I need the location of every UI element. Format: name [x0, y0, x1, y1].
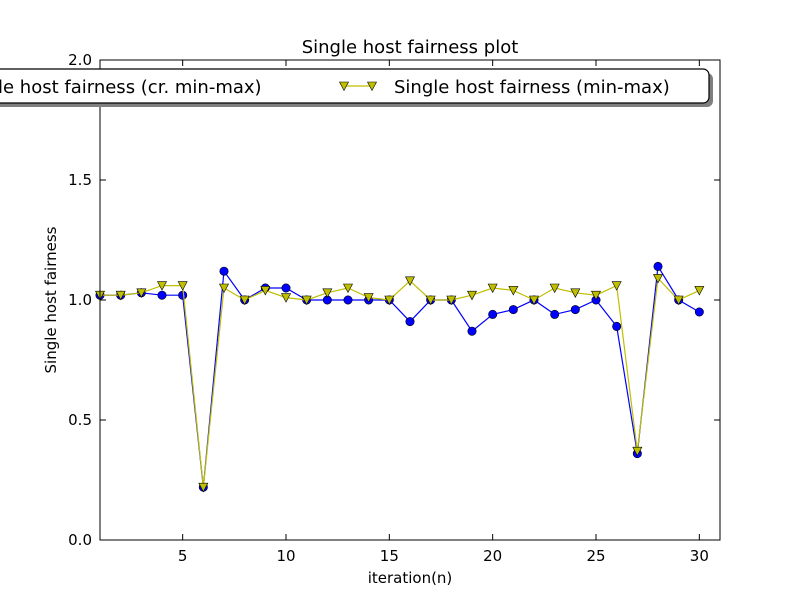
series-2-point: [694, 286, 705, 296]
series-1-point: [157, 290, 167, 300]
series-2-point: [260, 286, 271, 296]
y-tick-label: 1.0: [68, 291, 92, 309]
legend-label-1: le host fairness (cr. min-max): [0, 77, 262, 98]
series-1-point: [343, 295, 353, 305]
series-2-point: [673, 295, 684, 306]
series-2-point: [425, 295, 436, 306]
series-2-point: [467, 290, 477, 301]
series-2-point: [570, 288, 581, 298]
series-2-point: [549, 283, 560, 294]
x-tick-label: 20: [483, 547, 502, 565]
x-tick-label: 10: [276, 547, 295, 565]
series-2-point: [363, 293, 374, 303]
series-2-point: [177, 281, 188, 291]
series-2-point: [219, 283, 229, 294]
x-tick-label: 30: [690, 547, 709, 565]
series-1-point: [694, 307, 704, 317]
series-2-point: [591, 290, 601, 301]
series-2-point: [384, 295, 395, 306]
plot-area: 5 10 15 20 25 30 0.0 0.5 1.0 1.5 2.0: [68, 51, 721, 565]
series-1-point: [467, 326, 477, 336]
series-1-point: [219, 266, 229, 276]
series-line-2: [100, 277, 700, 488]
legend: le host fairness (cr. min-max) Single hos…: [0, 68, 713, 107]
series-1-point: [508, 305, 518, 315]
legend-marker-2: [339, 81, 349, 92]
series-1-point: [281, 283, 291, 293]
series-2-point: [446, 295, 457, 306]
x-axis-label: iteration(n): [368, 569, 453, 587]
series-2-point: [611, 281, 622, 291]
series-2-point: [157, 281, 167, 291]
legend-marker-2: [367, 81, 377, 92]
series-1-point: [653, 261, 663, 271]
x-tick-label: 5: [178, 547, 188, 565]
series-2-point: [301, 295, 312, 306]
series-2-point: [343, 283, 353, 294]
series-2-point: [136, 288, 147, 298]
x-tick-label: 25: [586, 547, 605, 565]
series-2-point: [281, 293, 291, 303]
series-2-point: [487, 283, 498, 294]
y-tick-label: 2.0: [68, 51, 92, 69]
y-axis-label: Single host fairness: [42, 226, 60, 373]
series-1-point: [550, 309, 560, 319]
series-2-point: [239, 295, 250, 306]
series-2-point: [405, 276, 415, 286]
series-1-point: [488, 309, 498, 319]
series-2-point: [632, 446, 643, 457]
legend-label-2: Single host fairness (min-max): [394, 77, 670, 98]
y-tick-label: 1.5: [68, 171, 92, 189]
series-2-point: [529, 295, 539, 306]
series-1-point: [570, 305, 580, 315]
series-2-point: [115, 290, 126, 301]
axes-frame: [99, 59, 721, 541]
chart-title: Single host fairness plot: [302, 37, 519, 58]
x-tick-label: 15: [380, 547, 399, 565]
y-tick-label: 0.5: [68, 411, 92, 429]
series-2-point: [322, 288, 333, 298]
series-2-point: [198, 482, 209, 493]
series-1-point: [178, 290, 188, 300]
y-tick-label: 0.0: [68, 531, 92, 549]
series-line-1: [100, 264, 700, 488]
series-1-point: [405, 317, 415, 327]
series-1-point: [612, 321, 622, 331]
series-2-point: [653, 274, 663, 284]
series-2-point: [508, 286, 519, 296]
